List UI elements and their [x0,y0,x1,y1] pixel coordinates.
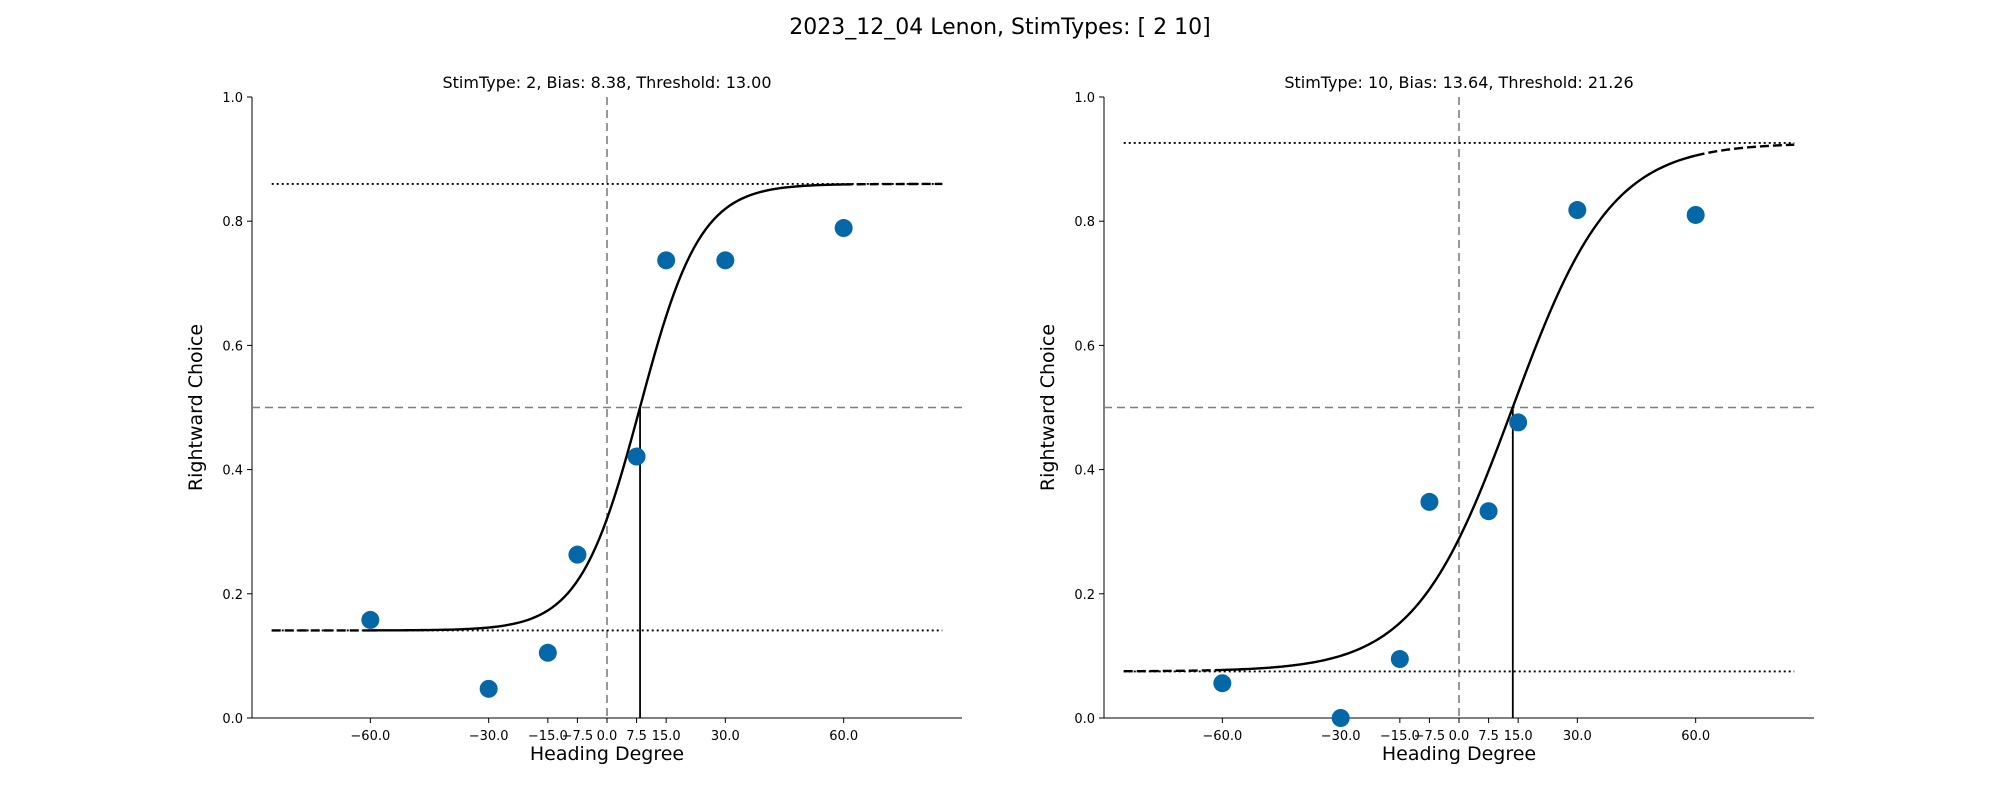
x-tick-label: −60.0 [350,729,390,744]
x-tick-label: −60.0 [1202,729,1242,744]
x-tick-label: 60.0 [1681,729,1710,744]
data-point [1568,201,1587,220]
data-point [834,219,853,238]
x-tick-label: −7.5 [562,729,594,744]
x-tick-label: −30.0 [1321,729,1361,744]
data-point [1479,502,1498,521]
y-tick-label: 0.6 [1074,339,1095,354]
x-tick-label: −30.0 [469,729,509,744]
y-tick-label: 0.4 [222,464,243,479]
data-point [1686,205,1705,224]
x-tick-label: 0.0 [597,729,618,744]
right-panel: StimType: 10, Bias: 13.64, Threshold: 21… [1037,73,1814,765]
y-axis-label: Rightward Choice [1037,324,1059,491]
x-tick-label: 60.0 [829,729,858,744]
x-tick-label: −15.0 [528,729,568,744]
fit-curve-extrapolated-right [843,182,943,186]
data-point [1390,650,1409,669]
x-tick-label: 15.0 [652,729,681,744]
y-tick-label: 0.0 [1074,712,1095,727]
y-tick-label: 0.8 [1074,215,1095,230]
y-tick-label: 0.6 [222,339,243,354]
fit-curve [1222,154,1696,672]
data-point [479,679,498,698]
figure-title: 2023_12_04 Lenon, StimTypes: [ 2 10] [789,15,1210,40]
y-axis-label: Rightward Choice [185,324,207,491]
y-tick-label: 1.0 [1074,91,1095,106]
data-point [568,545,587,564]
data-point [1331,709,1350,727]
y-tick-label: 1.0 [222,91,243,106]
x-tick-label: 0.0 [1449,729,1470,744]
x-tick-label: 7.5 [1478,729,1499,744]
y-tick-label: 0.0 [222,712,243,727]
fit-curve-extrapolated-right [1695,143,1795,157]
data-point [627,447,646,466]
x-tick-label: 7.5 [626,729,647,744]
x-axis-label: Heading Degree [1382,743,1536,765]
left-panel: StimType: 2, Bias: 8.38, Threshold: 13.0… [185,73,962,765]
x-axis-label: Heading Degree [530,743,684,765]
x-tick-label: −15.0 [1380,729,1420,744]
data-point [1509,413,1528,432]
data-point [361,610,380,629]
fit-curve [370,183,844,632]
x-tick-label: 15.0 [1504,729,1533,744]
y-tick-label: 0.4 [1074,464,1095,479]
data-point [716,251,735,270]
data-point [538,643,557,662]
data-point [1213,674,1232,693]
data-point [1420,492,1439,511]
data-point [657,251,676,270]
panel-title: StimType: 2, Bias: 8.38, Threshold: 13.0… [442,73,771,92]
panel-title: StimType: 10, Bias: 13.64, Threshold: 21… [1284,73,1633,92]
x-tick-label: 30.0 [1563,729,1592,744]
x-tick-label: −7.5 [1414,729,1446,744]
x-tick-label: 30.0 [711,729,740,744]
y-tick-label: 0.2 [1074,588,1095,603]
fit-curve-extrapolated-left [1123,668,1223,673]
y-tick-label: 0.2 [222,588,243,603]
y-tick-label: 0.8 [222,215,243,230]
